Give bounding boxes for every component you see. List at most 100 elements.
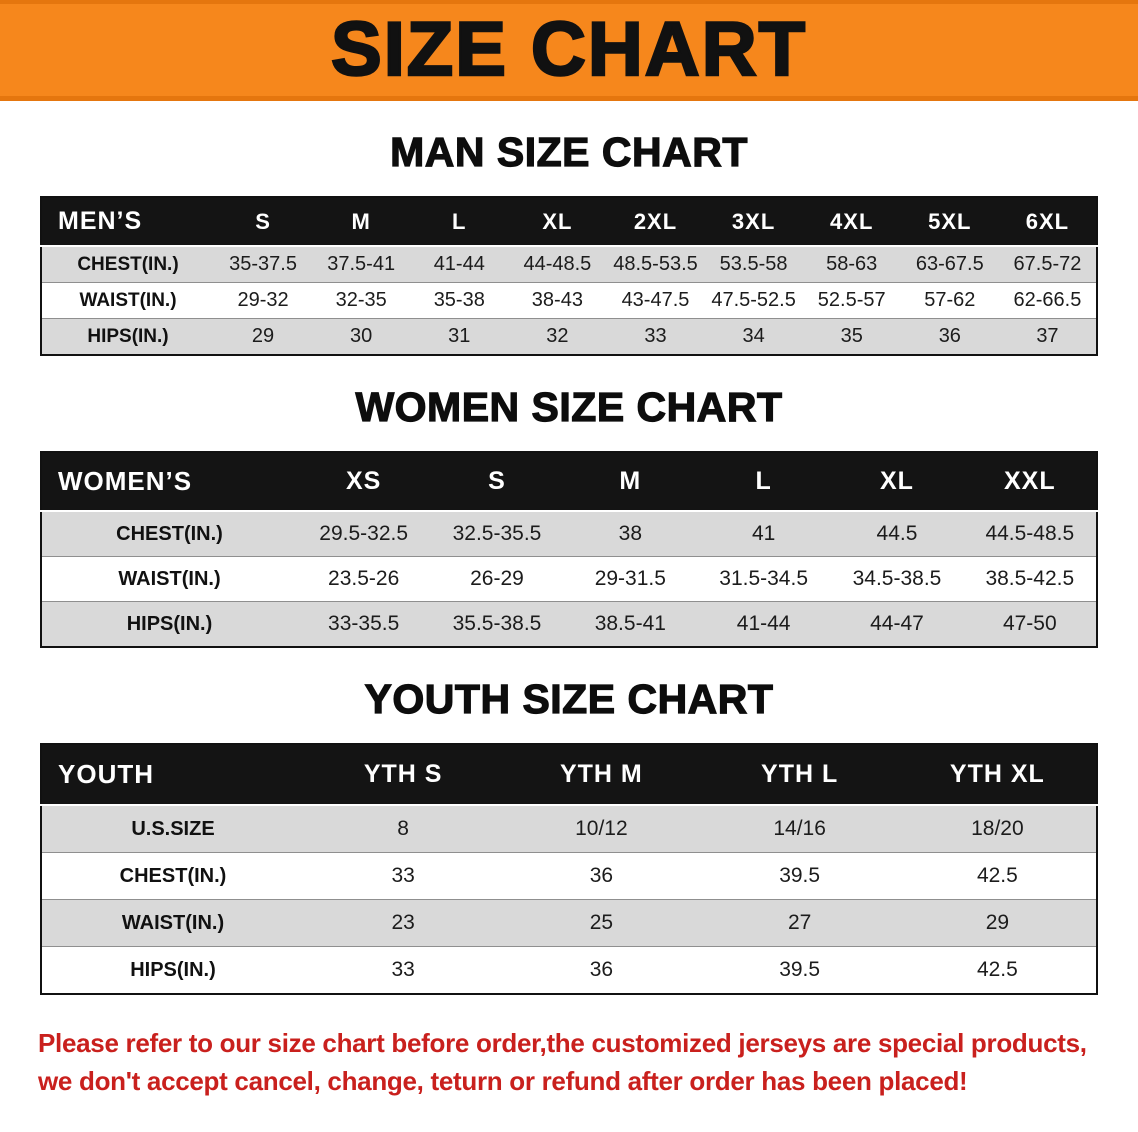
size-column-header: 5XL xyxy=(900,197,999,247)
row-label: WAIST(IN.) xyxy=(41,899,304,947)
size-value-cell: 37.5-41 xyxy=(312,245,411,283)
table-row: CHEST(IN.) 35-37.5 37.5-41 41-44 44-48.5 48.5… xyxy=(41,245,1097,283)
row-label: CHEST(IN.) xyxy=(41,245,214,283)
men-size-section: MAN SIZE CHART MEN’S S M L XL 2XL 3XL 4XL 5XL 6XL… xyxy=(0,128,1138,356)
women-header-row: WOMEN’S XS S M L XL XXL xyxy=(41,452,1097,512)
size-column-header: YTH M xyxy=(502,744,701,806)
size-column-header: YTH S xyxy=(304,744,503,806)
size-value-cell: 39.5 xyxy=(700,946,899,994)
size-value-cell: 29.5-32.5 xyxy=(297,510,431,557)
size-value-cell: 29 xyxy=(214,318,313,355)
row-label: U.S.SIZE xyxy=(41,804,304,853)
size-value-cell: 41-44 xyxy=(696,601,831,647)
women-section-heading: WOMEN SIZE CHART xyxy=(355,383,783,430)
size-column-header: L xyxy=(410,197,509,247)
size-value-cell: 38.5-41 xyxy=(563,601,697,647)
size-value-cell: 31.5-34.5 xyxy=(696,556,831,602)
size-value-cell: 32.5-35.5 xyxy=(430,510,564,557)
size-value-cell: 44.5-48.5 xyxy=(963,510,1097,557)
women-table-title: WOMEN’S xyxy=(41,452,297,512)
size-value-cell: 27 xyxy=(700,899,899,947)
size-value-cell: 14/16 xyxy=(700,804,899,853)
size-value-cell: 38.5-42.5 xyxy=(963,556,1097,602)
size-value-cell: 33 xyxy=(304,852,503,900)
size-column-header: XL xyxy=(830,452,964,512)
size-value-cell: 30 xyxy=(312,318,411,355)
size-column-header: XS xyxy=(297,452,431,512)
size-value-cell: 36 xyxy=(502,946,701,994)
table-row: HIPS(IN.) 33-35.5 35.5-38.5 38.5-41 41-44 44-… xyxy=(41,601,1097,647)
size-column-header: S xyxy=(214,197,313,247)
size-column-header: L xyxy=(696,452,831,512)
men-size-table: MEN’S S M L XL 2XL 3XL 4XL 5XL 6XL CHEST(IN.) 35-37… xyxy=(40,196,1098,356)
size-value-cell: 33-35.5 xyxy=(297,601,431,647)
size-column-header: YTH L xyxy=(700,744,899,806)
size-value-cell: 52.5-57 xyxy=(802,282,901,319)
size-value-cell: 18/20 xyxy=(898,804,1097,853)
size-value-cell: 35-38 xyxy=(410,282,509,319)
size-value-cell: 10/12 xyxy=(502,804,701,853)
women-size-section: WOMEN SIZE CHART WOMEN’S XS S M L XL XXL CHEST(… xyxy=(0,383,1138,648)
size-value-cell: 8 xyxy=(304,804,503,853)
row-label: WAIST(IN.) xyxy=(41,556,297,602)
men-table-title: MEN’S xyxy=(41,197,214,247)
size-value-cell: 38-43 xyxy=(508,282,607,319)
youth-table-title: YOUTH xyxy=(41,744,304,806)
size-value-cell: 42.5 xyxy=(898,946,1097,994)
size-value-cell: 39.5 xyxy=(700,852,899,900)
size-value-cell: 37 xyxy=(998,318,1097,355)
size-value-cell: 57-62 xyxy=(900,282,999,319)
size-value-cell: 67.5-72 xyxy=(998,245,1097,283)
size-value-cell: 38 xyxy=(563,510,697,557)
size-value-cell: 29-32 xyxy=(214,282,313,319)
row-label: WAIST(IN.) xyxy=(41,282,214,319)
youth-header-row: YOUTH YTH S YTH M YTH L YTH XL xyxy=(41,744,1097,806)
size-value-cell: 32-35 xyxy=(312,282,411,319)
size-value-cell: 43-47.5 xyxy=(606,282,705,319)
youth-size-section: YOUTH SIZE CHART YOUTH YTH S YTH M YTH L YTH… xyxy=(0,675,1138,995)
size-column-header: 6XL xyxy=(998,197,1097,247)
order-policy-note: Please refer to our size chart before or… xyxy=(38,1025,1102,1100)
men-section-heading: MAN SIZE CHART xyxy=(390,128,748,175)
table-row: CHEST(IN.) 29.5-32.5 32.5-35.5 38 41 44.5 44.5… xyxy=(41,510,1097,557)
size-value-cell: 33 xyxy=(606,318,705,355)
size-value-cell: 32 xyxy=(508,318,607,355)
order-policy-line-1: Please refer to our size chart before or… xyxy=(38,1028,1087,1058)
size-chart-banner: SIZE CHART xyxy=(0,0,1138,101)
table-row: WAIST(IN.) 29-32 32-35 35-38 38-43 43-47.5 47.… xyxy=(41,282,1097,319)
size-column-header: YTH XL xyxy=(898,744,1097,806)
size-column-header: S xyxy=(430,452,564,512)
size-value-cell: 47-50 xyxy=(963,601,1097,647)
size-value-cell: 63-67.5 xyxy=(900,245,999,283)
size-value-cell: 23 xyxy=(304,899,503,947)
men-header-row: MEN’S S M L XL 2XL 3XL 4XL 5XL 6XL xyxy=(41,197,1097,247)
row-label: CHEST(IN.) xyxy=(41,852,304,900)
size-value-cell: 34 xyxy=(704,318,803,355)
size-value-cell: 44.5 xyxy=(830,510,964,557)
size-value-cell: 35-37.5 xyxy=(214,245,313,283)
table-row: HIPS(IN.) 29 30 31 32 33 34 35 36 37 xyxy=(41,318,1097,355)
size-value-cell: 35 xyxy=(802,318,901,355)
row-label: HIPS(IN.) xyxy=(41,318,214,355)
size-value-cell: 23.5-26 xyxy=(297,556,431,602)
size-value-cell: 36 xyxy=(900,318,999,355)
size-value-cell: 58-63 xyxy=(802,245,901,283)
women-size-table: WOMEN’S XS S M L XL XXL CHEST(IN.) 29.5-32.5 32.5… xyxy=(40,451,1098,648)
table-row: WAIST(IN.) 23 25 27 29 xyxy=(41,899,1097,947)
size-value-cell: 41-44 xyxy=(410,245,509,283)
size-column-header: M xyxy=(312,197,411,247)
size-value-cell: 33 xyxy=(304,946,503,994)
youth-section-heading: YOUTH SIZE CHART xyxy=(364,675,774,722)
size-column-header: XL xyxy=(508,197,607,247)
size-column-header: 4XL xyxy=(802,197,901,247)
size-value-cell: 53.5-58 xyxy=(704,245,803,283)
size-value-cell: 47.5-52.5 xyxy=(704,282,803,319)
size-value-cell: 36 xyxy=(502,852,701,900)
size-column-header: XXL xyxy=(963,452,1097,512)
size-value-cell: 25 xyxy=(502,899,701,947)
size-value-cell: 41 xyxy=(696,510,831,557)
row-label: HIPS(IN.) xyxy=(41,946,304,994)
size-value-cell: 42.5 xyxy=(898,852,1097,900)
table-row: CHEST(IN.) 33 36 39.5 42.5 xyxy=(41,852,1097,900)
